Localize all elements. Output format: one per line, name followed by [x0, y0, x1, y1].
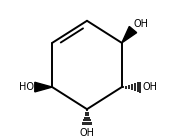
Polygon shape: [35, 82, 52, 92]
Polygon shape: [122, 26, 137, 43]
Text: OH: OH: [143, 82, 158, 92]
Text: OH: OH: [80, 128, 94, 138]
Text: OH: OH: [134, 19, 149, 29]
Text: HO: HO: [19, 82, 34, 92]
